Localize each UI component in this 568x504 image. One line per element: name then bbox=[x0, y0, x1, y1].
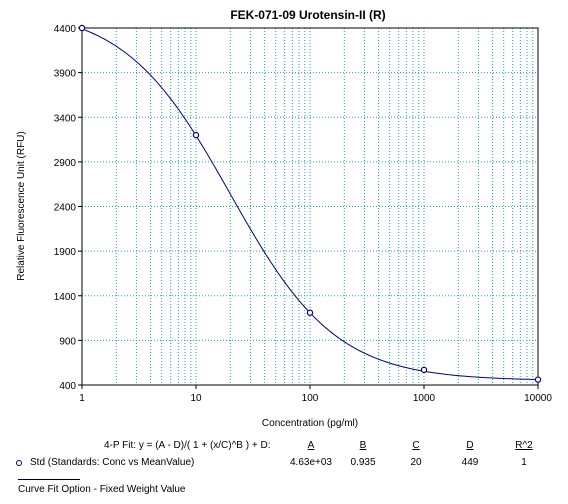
legend-series-name: Std (Standards: Conc vs MeanValue) bbox=[30, 457, 195, 468]
fit-value-c: 20 bbox=[410, 457, 422, 468]
data-points bbox=[78, 24, 542, 383]
y-tick-label: 3900 bbox=[54, 69, 77, 80]
y-tick-label: 400 bbox=[59, 381, 76, 392]
y-tick-label: 1900 bbox=[54, 247, 77, 258]
x-tick-label: 10000 bbox=[524, 393, 552, 404]
y-tick-label: 2400 bbox=[54, 203, 77, 214]
data-point bbox=[192, 131, 200, 139]
fit-equation-row: 4-P Fit: y = (A - D)/( 1 + (x/C)^B ) + D… bbox=[0, 440, 568, 456]
data-point bbox=[78, 24, 86, 32]
fit-equation: 4-P Fit: y = (A - D)/( 1 + (x/C)^B ) + D… bbox=[104, 440, 271, 451]
fit-header-b: B bbox=[359, 440, 367, 451]
y-axis-label: Relative Fluorescence Unit (RFU) bbox=[16, 131, 27, 281]
x-axis-label: Concentration (pg/ml) bbox=[262, 418, 358, 429]
fit-header-a: A bbox=[307, 440, 315, 451]
fit-header-r2: R^2 bbox=[515, 440, 533, 451]
tick-labels: 1 10 100 1000 10000 400 900 1400 1900 2400 2900 340… bbox=[54, 24, 553, 404]
fit-values-row: Std (Standards: Conc vs MeanValue) 4.63e… bbox=[0, 457, 568, 473]
y-tick-label: 1400 bbox=[54, 292, 77, 303]
fit-value-d: 449 bbox=[461, 457, 479, 468]
data-point bbox=[534, 376, 542, 383]
y-tick-label: 2900 bbox=[54, 158, 77, 169]
fit-value-b: 0.935 bbox=[350, 457, 376, 468]
fit-header-c: C bbox=[412, 440, 420, 451]
grid-lines bbox=[81, 27, 539, 386]
chart: 1 10 100 1000 10000 400 900 1400 1900 2400 2900 340… bbox=[16, 8, 553, 429]
y-tick-label: 4400 bbox=[54, 24, 77, 35]
axes bbox=[78, 27, 539, 389]
x-tick-label: 100 bbox=[302, 393, 319, 404]
footnote-divider bbox=[18, 479, 80, 480]
fit-curve-layer bbox=[81, 28, 539, 381]
data-point bbox=[306, 309, 314, 316]
legend-marker-icon bbox=[16, 460, 22, 466]
x-tick-label: 10 bbox=[190, 393, 202, 404]
fit-value-r2: 1 bbox=[521, 457, 527, 468]
chart-title: FEK-071-09 Urotensin-II (R) bbox=[230, 8, 385, 22]
fit-curve bbox=[81, 28, 539, 381]
footnote-text: Curve Fit Option - Fixed Weight Value bbox=[18, 484, 186, 495]
data-point bbox=[420, 366, 428, 374]
y-tick-label: 900 bbox=[59, 336, 76, 347]
fit-value-a: 4.63e+03 bbox=[290, 457, 332, 468]
y-tick-label: 3400 bbox=[54, 113, 77, 124]
x-tick-label: 1 bbox=[79, 393, 85, 404]
x-tick-label: 1000 bbox=[413, 393, 436, 404]
fit-header-d: D bbox=[466, 440, 474, 451]
